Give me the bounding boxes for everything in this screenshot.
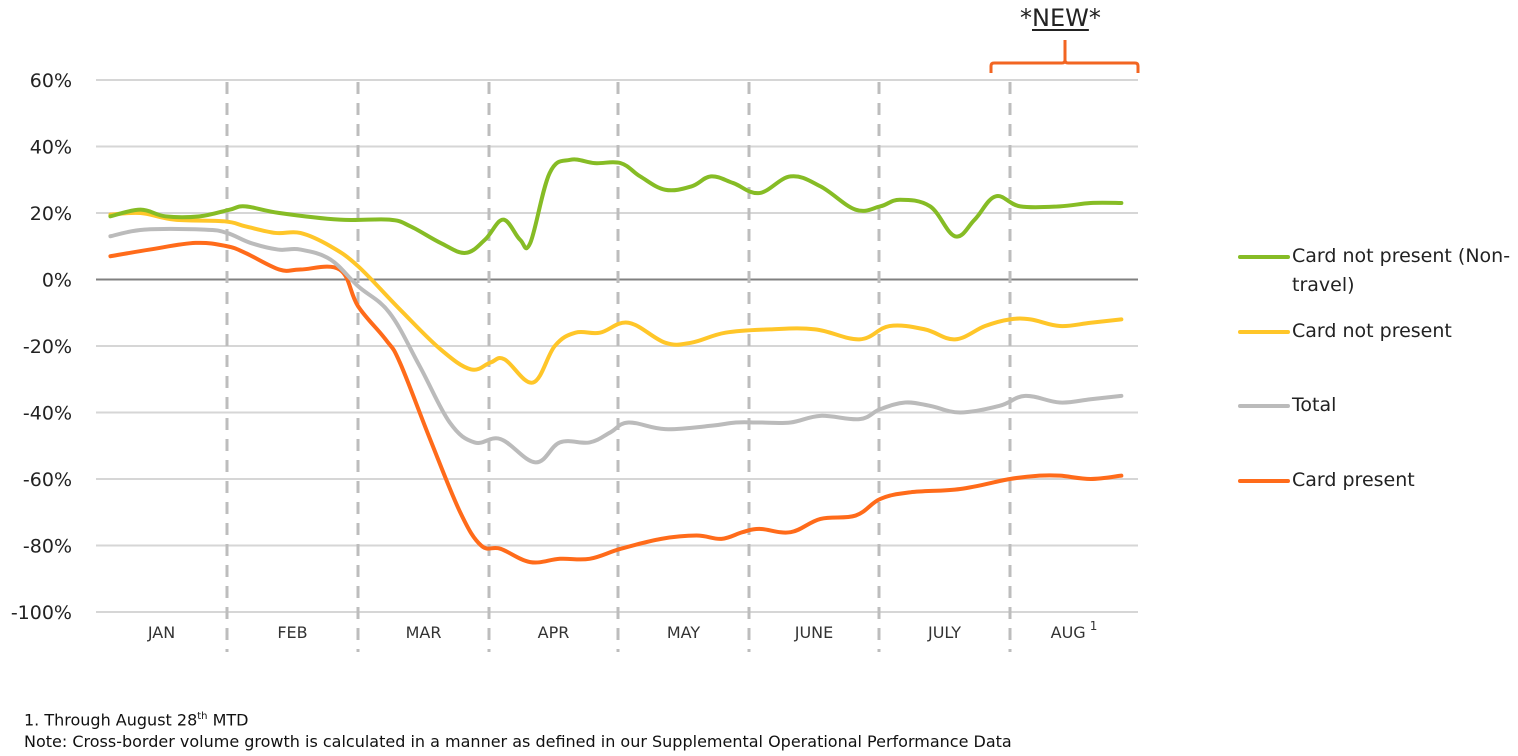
footnote-1: 1. Through August 28th MTD [24, 710, 249, 730]
series-line-card-present [108, 240, 1124, 565]
month-dividers [225, 82, 1012, 652]
new-annotation-prefix: * [1020, 4, 1032, 32]
y-tick-label: -60% [23, 469, 72, 491]
series-line-card-not-present-non-travel [108, 157, 1124, 255]
series-line-total [108, 226, 1124, 465]
y-tick-label: -20% [23, 336, 72, 358]
new-annotation-word: NEW [1032, 4, 1089, 32]
y-tick-label: -80% [23, 536, 72, 558]
y-tick-label: 0% [42, 270, 72, 292]
legend-label: Card not present [1292, 320, 1452, 342]
legend-swatch [1238, 479, 1290, 483]
new-bracket [989, 40, 1140, 73]
x-tick-label: JULY [927, 623, 961, 642]
legend-item: Card not present (Non-travel) [1238, 242, 1517, 300]
footnotes: 1. Through August 28th MTD Note: Cross-b… [24, 706, 1012, 753]
legend-label: Total [1292, 394, 1337, 416]
x-axis-ticks: JAN FEB MAR APR MAY JUNE JULY AUG 1 [147, 619, 1098, 642]
y-tick-label: 20% [30, 203, 72, 225]
legend-swatch [1238, 404, 1290, 408]
x-tick-label: MAY [667, 623, 701, 642]
line-chart: 60% 40% 20% 0% -20% -40% -60% -80% -100% JAN FEB M… [11, 40, 1140, 652]
x-tick-label: MAR [406, 623, 442, 642]
y-axis-ticks: 60% 40% 20% 0% -20% -40% -60% -80% -100% [11, 70, 72, 624]
legend-swatch [1238, 330, 1290, 334]
y-tick-label: 40% [30, 137, 72, 159]
legend-label: Card not present (Non-travel) [1292, 245, 1511, 296]
legend-item: Card present [1238, 466, 1517, 495]
x-tick-label: JAN [147, 623, 175, 642]
footnote-note: Note: Cross-border volume growth is calc… [24, 732, 1012, 752]
x-tick-label: JUNE [794, 623, 834, 642]
x-tick-label: AUG 1 [1051, 619, 1098, 642]
x-tick-superscript: 1 [1090, 619, 1098, 633]
legend-item: Total [1238, 391, 1517, 420]
series-lines [108, 157, 1124, 565]
new-annotation-suffix: * [1088, 4, 1101, 32]
legend-label: Card present [1292, 469, 1415, 491]
y-tick-label: -100% [11, 602, 72, 624]
x-tick-label: FEB [277, 623, 307, 642]
legend-swatch [1238, 255, 1290, 259]
series-line-card-not-present [108, 210, 1124, 385]
new-bracket-shape [989, 40, 1140, 73]
x-tick-label: APR [538, 623, 570, 642]
y-tick-label: -40% [23, 403, 72, 425]
legend-item: Card not present [1238, 317, 1517, 346]
y-tick-label: 60% [30, 70, 72, 92]
new-annotation: *NEW* [1020, 4, 1101, 32]
